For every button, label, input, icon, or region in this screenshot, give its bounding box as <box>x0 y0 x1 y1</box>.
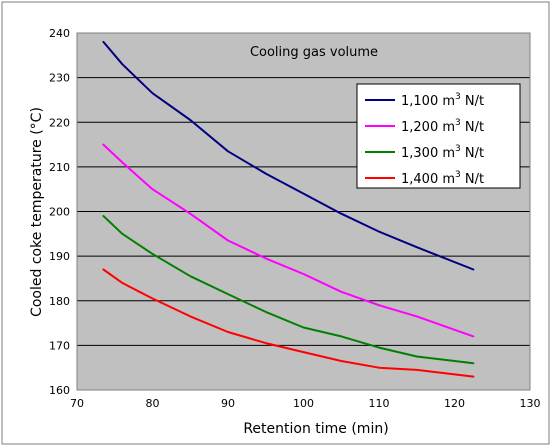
legend-box <box>356 83 521 189</box>
legend-label-2: 1,200 m3 N/t <box>401 118 484 135</box>
y-tick-label: 190 <box>49 250 70 263</box>
y-tick-label: 160 <box>49 384 70 397</box>
x-axis-title: Retention time (min) <box>243 421 388 437</box>
series-line-3 <box>102 215 475 365</box>
y-tick-label: 200 <box>49 206 70 219</box>
y-axis-ticks: 160 170 180 190 200 210 220 230 240 <box>49 27 70 397</box>
y-tick-label: 240 <box>49 27 70 40</box>
x-tick-label: 110 <box>369 397 390 410</box>
plot-area-border <box>76 32 531 391</box>
series-lines <box>102 40 475 378</box>
series-line-4 <box>102 268 475 378</box>
series-line-2 <box>102 143 475 338</box>
x-tick-label: 130 <box>520 397 541 410</box>
x-axis-ticks: 70 80 90 100 110 120 130 <box>70 397 541 410</box>
y-tick-label: 230 <box>49 72 70 85</box>
y-tick-label: 210 <box>49 161 70 174</box>
x-tick-label: 90 <box>221 397 235 410</box>
legend: 1,100 m3 N/t 1,200 m3 N/t 1,300 m3 N/t 1,40… <box>356 83 521 189</box>
legend-label-4: 1,400 m3 N/t <box>401 170 484 187</box>
x-tick-label: 100 <box>293 397 314 410</box>
y-tick-label: 180 <box>49 295 70 308</box>
y-tick-label: 220 <box>49 116 70 129</box>
series-line-1 <box>102 40 475 271</box>
cooling-gas-annotation: Cooling gas volume <box>250 45 378 60</box>
legend-label-3: 1,300 m3 N/t <box>401 144 484 161</box>
legend-label-1: 1,100 m3 N/t <box>401 92 484 109</box>
x-tick-label: 120 <box>444 397 465 410</box>
y-tick-label: 170 <box>49 339 70 352</box>
y-axis-title: Cooled coke temperature (°C) <box>29 107 45 317</box>
x-tick-label: 80 <box>146 397 160 410</box>
x-tick-label: 70 <box>70 397 84 410</box>
